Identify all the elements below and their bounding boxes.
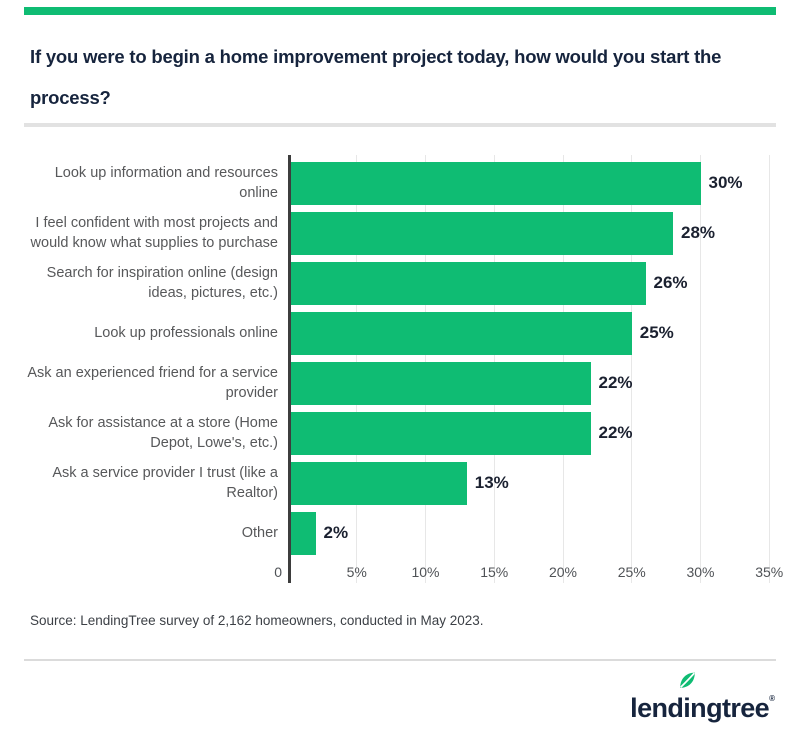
gridline [631,155,633,583]
x-axis-tick: 30% [686,564,715,580]
bar-row: 13% [291,458,509,508]
category-label: Ask a service provider I trust (like a R… [52,465,278,501]
x-axis-ticks: 0 5% 10% 15% 20% 25% 30% 35% [274,564,783,584]
chart-title: If you were to begin a home improvement … [30,46,722,108]
value-label: 13% [474,473,509,492]
gridline [700,155,701,583]
x-axis-tick: 35% [755,564,784,580]
bar-row: 22% [291,408,633,458]
y-axis-line [288,155,291,583]
logo-wordmark-text: lendingtree [630,693,770,723]
value-label: 22% [598,423,633,442]
x-axis-tick: 10% [411,564,440,580]
category-label: Ask an experienced friend for a service … [27,365,278,401]
bar-row: 26% [291,258,688,308]
bar [291,311,632,355]
bar-row: 30% [291,158,743,208]
category-label: Look up information and resources online [54,165,278,201]
x-axis-tick: 20% [548,564,578,580]
x-axis-tick: 0 [274,564,282,580]
value-label: 26% [653,273,688,292]
x-axis-tick: 5% [346,564,367,580]
logo-wordmark: lendingtree® [630,672,775,723]
value-label: 2% [323,523,349,542]
bar-row: 25% [291,308,674,358]
bar [291,411,591,455]
title-divider [24,123,776,127]
category-label: Ask for assistance at a store (Home Depo… [48,415,278,451]
x-axis-tick: 25% [617,564,646,580]
x-axis-tick: 15% [480,564,509,580]
top-accent-bar [24,7,776,15]
category-label: Look up professionals online [94,325,278,341]
bar-chart-plot: 30% 28% 26% 25% 22% 22% 13% 2% [288,155,776,583]
bar [291,361,591,405]
lendingtree-logo: lendingtree® [630,672,775,724]
bar-row: 22% [291,358,633,408]
bar [291,211,673,255]
bar [291,261,646,305]
registered-mark: ® [769,694,775,703]
value-label: 30% [708,173,743,192]
bar-row: 2% [291,508,348,558]
bar [291,161,701,205]
category-label: Search for inspiration online (design id… [46,265,278,301]
category-labels: Look up information and resources online… [0,158,278,558]
footer-divider [24,659,776,661]
bar [291,511,316,555]
leaf-icon [680,672,696,688]
category-label: I feel confident with most projects and … [30,215,278,251]
gridline [768,155,770,583]
source-note: Source: LendingTree survey of 2,162 home… [30,613,484,628]
value-label: 25% [639,323,674,342]
category-label: Other [241,525,278,541]
bar [291,461,467,505]
value-label: 28% [681,223,716,242]
value-label: 22% [598,373,633,392]
bar-row: 28% [291,208,715,258]
